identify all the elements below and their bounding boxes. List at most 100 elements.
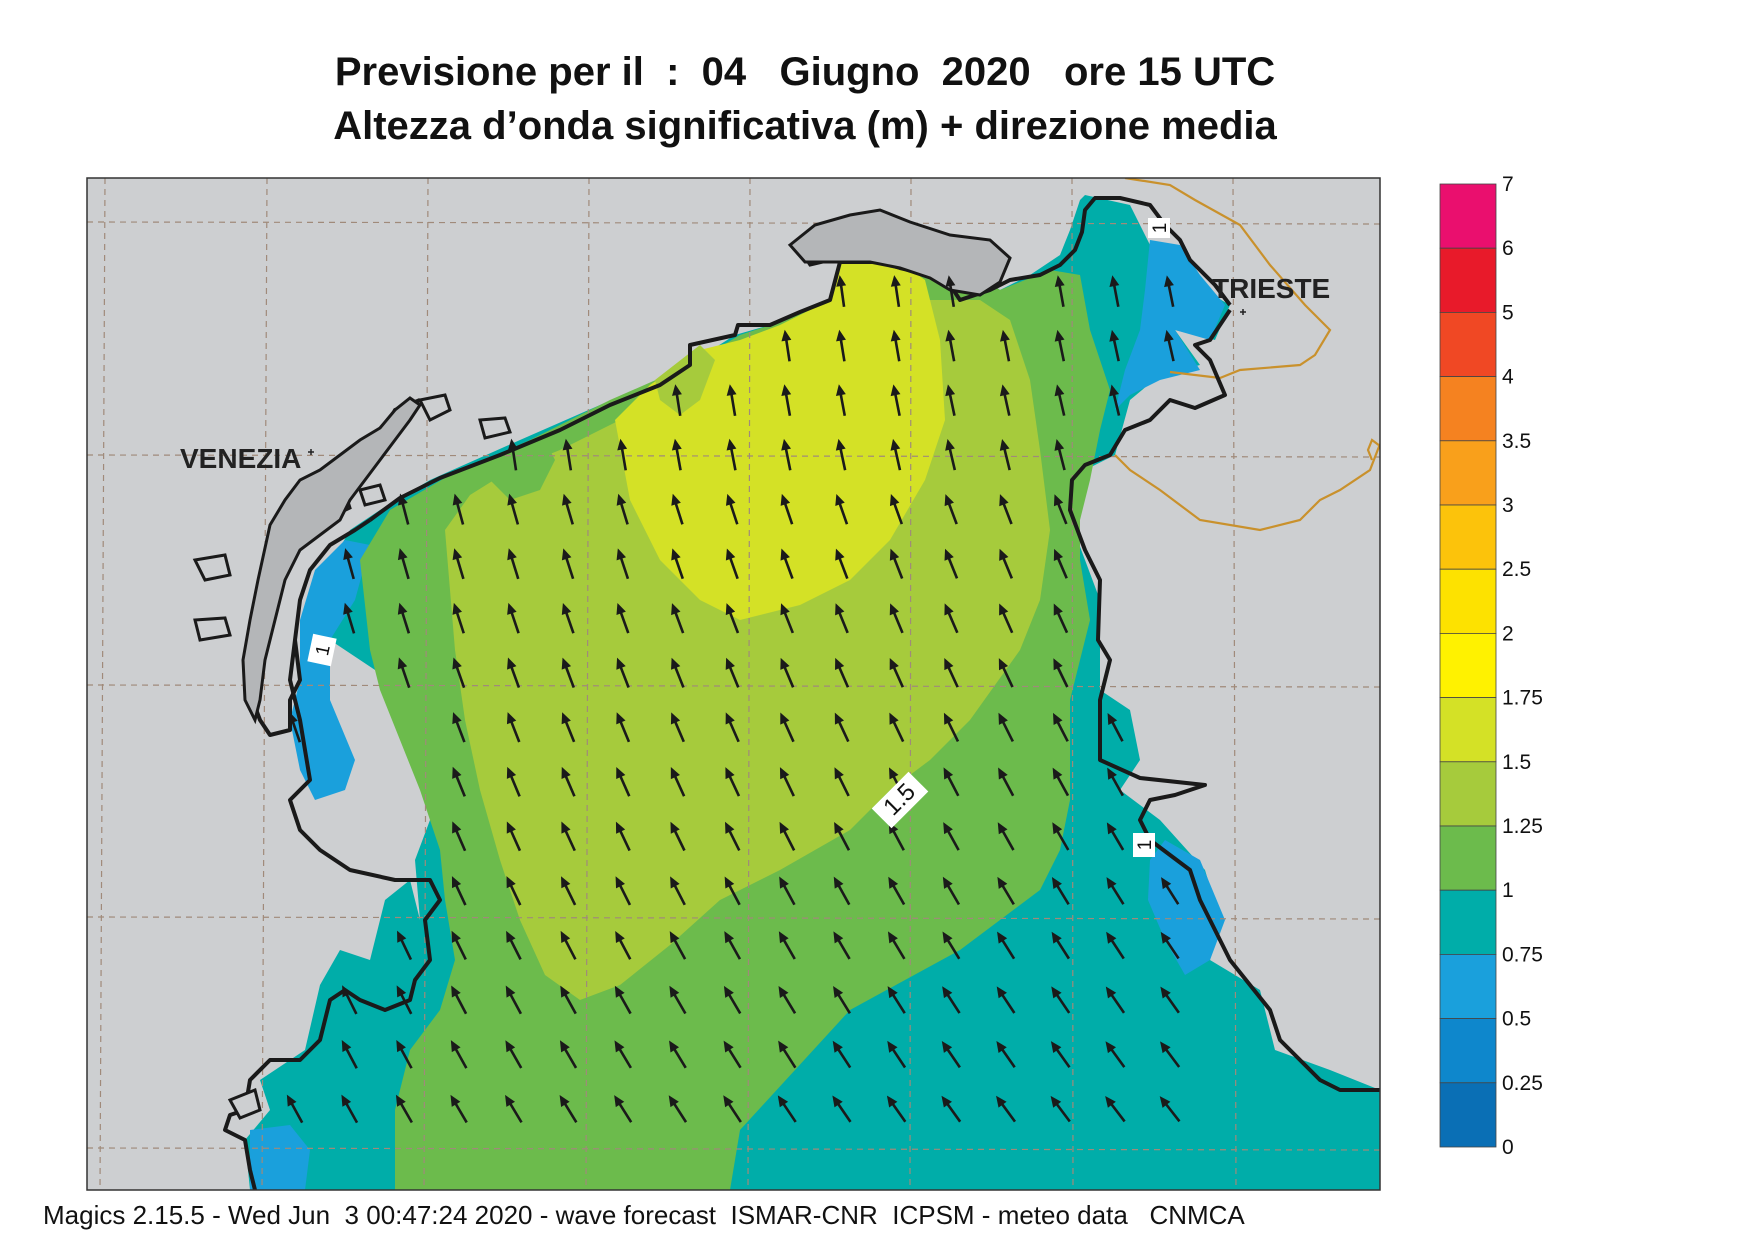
- wave-arrow: [561, 766, 576, 797]
- wave-arrow: [506, 821, 522, 852]
- wave-arrow: [941, 1095, 962, 1123]
- wave-arrow: [833, 986, 852, 1014]
- wave-arrow: [671, 493, 684, 525]
- venezia-marker: [308, 449, 314, 455]
- wave-arrow: [1160, 1041, 1181, 1068]
- wave-arrow: [945, 384, 956, 416]
- legend-tick-label: 4: [1502, 366, 1514, 389]
- legend-tick-label: 1.75: [1502, 687, 1543, 710]
- wave-arrow: [998, 712, 1014, 742]
- wave-arrow: [507, 548, 520, 580]
- wave-arrow: [507, 657, 521, 689]
- wave-arrow: [1051, 931, 1071, 960]
- city-label-trieste: TRIESTE: [1212, 273, 1330, 304]
- wave-arrow: [614, 1040, 632, 1069]
- wave-arrow: [1107, 767, 1124, 797]
- coastline-trieste: [1068, 308, 1380, 1092]
- wave-arrow: [832, 1095, 852, 1123]
- contour-label-1-east: 1: [1133, 833, 1156, 857]
- wave-arrow: [833, 931, 851, 960]
- wave-arrow: [724, 931, 742, 960]
- wave-arrow: [670, 712, 685, 743]
- wave-arrow: [506, 876, 522, 906]
- wave-arrow: [944, 603, 959, 634]
- national-border: [1114, 178, 1380, 532]
- wave-arrow: [398, 493, 410, 525]
- contour-label-1-venezia: 1: [307, 633, 337, 667]
- wave-arrow: [1000, 329, 1011, 362]
- wave-arrow: [1054, 384, 1066, 416]
- legend-color-box: [1439, 825, 1497, 891]
- wave-arrow: [777, 1095, 797, 1123]
- sea-blue-zone-venezia: [290, 540, 370, 800]
- wave-arrow: [999, 548, 1014, 579]
- sea-green-bump2: [655, 345, 715, 415]
- wave-arrow: [395, 1094, 413, 1124]
- wave-arrow: [616, 712, 631, 743]
- wave-arrow: [1160, 931, 1180, 960]
- wave-arrow: [342, 985, 358, 1015]
- wave-arrow: [998, 767, 1015, 797]
- legend-tick-label: 1: [1502, 879, 1514, 902]
- sea-blue-zone-south: [250, 1125, 310, 1190]
- wave-arrow: [505, 1094, 523, 1124]
- wave-arrow: [1105, 986, 1126, 1014]
- wave-arrow: [507, 438, 518, 471]
- wave-arrow: [288, 711, 302, 743]
- wave-arrow: [1160, 986, 1180, 1014]
- wave-arrow: [941, 1040, 961, 1069]
- wave-arrow: [1053, 603, 1069, 634]
- wave-arrow: [1106, 877, 1125, 905]
- wave-arrow: [1052, 767, 1070, 797]
- sea-green-bump: [485, 440, 555, 500]
- wave-arrow: [886, 1095, 907, 1123]
- wave-arrow: [670, 876, 686, 906]
- wave-arrow: [671, 657, 685, 688]
- wave-arrow: [1109, 329, 1120, 362]
- wave-arrow: [778, 931, 796, 960]
- wave-arrow: [996, 1095, 1017, 1123]
- wave-arrow: [723, 1095, 742, 1123]
- wave-arrow: [1053, 658, 1069, 688]
- wave-arrow: [888, 876, 906, 906]
- legend-tick-label: 0: [1502, 1136, 1514, 1159]
- wave-arrow: [506, 712, 521, 743]
- wave-arrow: [781, 384, 792, 416]
- wave-arrow: [396, 985, 413, 1015]
- wave-arrow: [397, 548, 410, 580]
- wave-arrow: [615, 930, 632, 960]
- svg-text:1: 1: [1150, 223, 1171, 234]
- wave-arrow: [560, 985, 577, 1015]
- wave-arrow: [668, 1095, 688, 1123]
- wave-arrow: [725, 603, 740, 634]
- wave-arrow: [397, 602, 411, 634]
- wave-arrow: [780, 712, 795, 743]
- wave-arrow: [617, 438, 628, 471]
- wave-arrow: [505, 985, 523, 1015]
- legend-color-box: [1439, 568, 1497, 634]
- wave-arrow: [615, 876, 632, 906]
- wave-arrow: [999, 384, 1011, 416]
- wave-arrow: [834, 821, 851, 851]
- wave-arrow: [561, 548, 575, 580]
- wave-arrow: [1106, 822, 1125, 851]
- legend-tick-label: 0.5: [1502, 1008, 1531, 1031]
- legend-color-box: [1439, 1018, 1497, 1084]
- wave-arrow: [834, 767, 850, 797]
- legend-color-box: [1439, 376, 1497, 442]
- wave-arrow: [614, 1095, 633, 1123]
- legend-color-box: [1439, 311, 1497, 377]
- svg-text:1: 1: [312, 643, 335, 658]
- wave-arrow: [944, 494, 958, 525]
- legend-color-box: [1439, 247, 1497, 313]
- wave-arrow: [562, 493, 574, 525]
- wave-arrow: [1050, 1095, 1071, 1123]
- wave-arrow: [559, 1040, 578, 1069]
- wave-arrow: [723, 985, 742, 1015]
- wave-arrow: [780, 657, 795, 688]
- wave-arrow: [943, 767, 960, 797]
- wave-arrow: [616, 493, 629, 525]
- wave-arrow: [833, 876, 851, 906]
- wave-arrow: [890, 275, 901, 308]
